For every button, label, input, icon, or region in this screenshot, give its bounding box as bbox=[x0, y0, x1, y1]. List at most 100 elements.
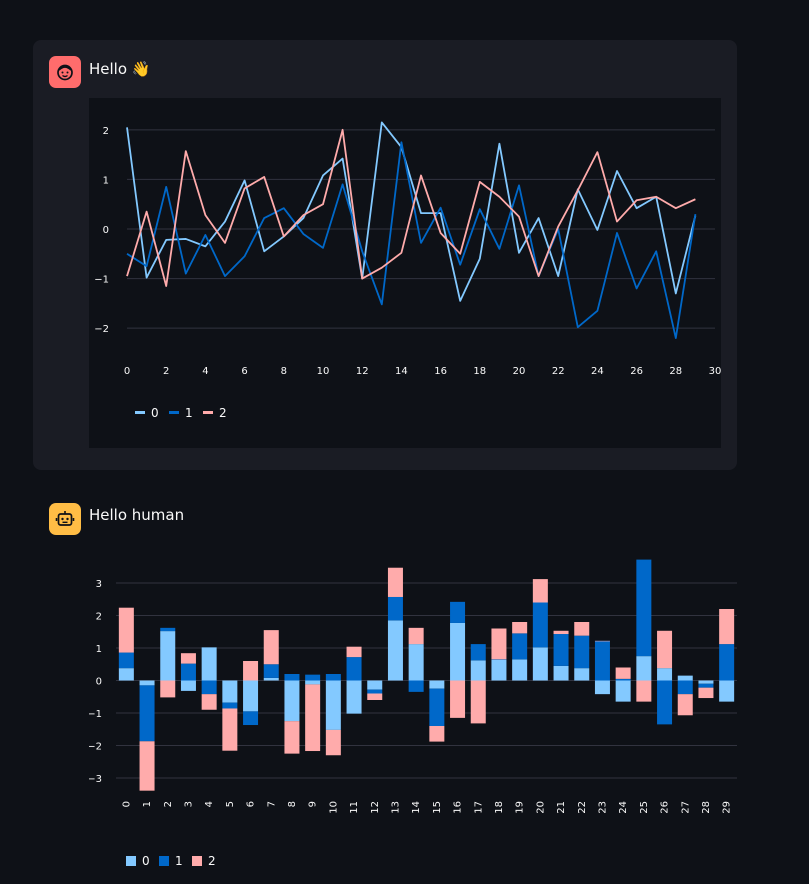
bar-segment-series-1 bbox=[636, 559, 652, 657]
legend-swatch bbox=[159, 856, 169, 866]
x-tick-label: 14 bbox=[395, 366, 408, 377]
bar-segment-series-0 bbox=[263, 677, 279, 681]
bar-segment-series-1 bbox=[387, 596, 403, 621]
bar-segment-series-0 bbox=[719, 680, 735, 702]
bar-segment-series-2 bbox=[429, 726, 445, 742]
user-message-text: Hello 👋 bbox=[89, 60, 151, 78]
bar-segment-series-1 bbox=[512, 633, 528, 660]
bar-segment-series-2 bbox=[180, 653, 196, 664]
y-tick-label: −2 bbox=[89, 742, 102, 753]
bar-segment-series-2 bbox=[594, 640, 610, 642]
series-2-line bbox=[126, 128, 696, 287]
bar-segment-series-1 bbox=[615, 678, 631, 681]
y-tick-label: 2 bbox=[103, 126, 109, 137]
bar-segment-series-1 bbox=[160, 627, 176, 632]
bar-segment-series-0 bbox=[243, 680, 259, 712]
x-tick-label: 27 bbox=[680, 801, 691, 814]
bar-segment-series-2 bbox=[719, 609, 735, 645]
bar-segment-series-2 bbox=[139, 741, 155, 791]
x-tick-label: 4 bbox=[202, 366, 208, 377]
x-tick-label: 2 bbox=[163, 801, 174, 807]
x-tick-label: 13 bbox=[390, 801, 401, 814]
bar-segment-series-1 bbox=[201, 680, 217, 695]
bar-segment-series-0 bbox=[284, 680, 300, 722]
bar-segment-series-0 bbox=[325, 680, 341, 730]
bar-segment-series-2 bbox=[367, 693, 383, 700]
bar-segment-series-2 bbox=[450, 680, 466, 718]
y-tick-label: 0 bbox=[103, 225, 109, 236]
x-tick-label: 7 bbox=[266, 801, 277, 807]
bar-segment-series-0 bbox=[677, 675, 693, 681]
bar-chart[interactable]: −3 −2 −1 0 1 2 3 0 1 2 3 4 5 6 7 8 9 10 11 12 13 14 15 16 17 18 19… bbox=[87, 545, 749, 880]
x-tick-label: 1 bbox=[142, 801, 153, 807]
bar-segment-series-2 bbox=[243, 661, 259, 681]
x-tick-label: 21 bbox=[556, 801, 567, 814]
bar-segment-series-0 bbox=[346, 680, 362, 714]
assistant-avatar bbox=[49, 503, 81, 535]
bar-segment-series-0 bbox=[491, 659, 507, 681]
bar-segment-series-1 bbox=[574, 635, 590, 669]
legend-label: 0 bbox=[142, 854, 150, 868]
y-tick-label: 2 bbox=[96, 612, 102, 623]
x-tick-label: 16 bbox=[434, 366, 447, 377]
bar-segment-series-2 bbox=[222, 708, 238, 751]
bar-segment-series-0 bbox=[615, 680, 631, 702]
bar-segment-series-1 bbox=[180, 663, 196, 681]
legend-label: 2 bbox=[219, 406, 227, 420]
x-tick-label: 18 bbox=[494, 801, 505, 814]
y-tick-label: −3 bbox=[89, 774, 102, 785]
bar-segment-series-2 bbox=[118, 607, 134, 653]
legend-label: 1 bbox=[175, 854, 183, 868]
x-tick-label: 22 bbox=[552, 366, 565, 377]
bar-segment-series-0 bbox=[139, 680, 155, 686]
bar-segment-series-2 bbox=[491, 628, 507, 660]
x-tick-label: 10 bbox=[317, 366, 330, 377]
x-tick-label: 16 bbox=[453, 801, 464, 814]
y-tick-label: −2 bbox=[94, 324, 109, 335]
bar-segment-series-1 bbox=[470, 644, 486, 661]
x-tick-label: 23 bbox=[597, 801, 608, 814]
x-tick-label: 25 bbox=[639, 801, 650, 814]
bar-segment-series-1 bbox=[677, 680, 693, 695]
bar-segment-series-0 bbox=[553, 665, 569, 681]
y-tick-label: −1 bbox=[89, 709, 102, 720]
x-tick-label: 8 bbox=[281, 366, 287, 377]
x-tick-label: 18 bbox=[473, 366, 486, 377]
x-tick-label: 26 bbox=[630, 366, 643, 377]
x-tick-label: 8 bbox=[287, 801, 298, 807]
bar-segment-series-2 bbox=[512, 622, 528, 634]
bar-segment-series-2 bbox=[657, 630, 673, 669]
bar-segment-series-0 bbox=[574, 668, 590, 681]
x-tick-label: 20 bbox=[513, 366, 526, 377]
bar-segment-series-0 bbox=[636, 656, 652, 681]
series-1-line bbox=[126, 141, 697, 339]
x-tick-label: 22 bbox=[577, 801, 588, 814]
bar-segment-series-0 bbox=[222, 680, 238, 703]
bar-segment-series-2 bbox=[160, 680, 176, 698]
bar-segment-series-0 bbox=[118, 668, 134, 681]
bar-segment-series-0 bbox=[387, 620, 403, 681]
bar-segment-series-1 bbox=[118, 652, 134, 669]
bar-segment-series-0 bbox=[429, 680, 445, 689]
bar-segment-series-2 bbox=[387, 567, 403, 597]
bar-segment-series-0 bbox=[512, 659, 528, 681]
bar-segment-series-0 bbox=[201, 647, 217, 681]
legend-swatch bbox=[169, 411, 179, 414]
bar-segment-series-2 bbox=[263, 630, 279, 665]
bar-segment-series-1 bbox=[408, 680, 424, 692]
legend-swatch bbox=[126, 856, 136, 866]
x-tick-label: 3 bbox=[183, 801, 194, 807]
bar-segment-series-1 bbox=[594, 640, 610, 681]
bar-segment-series-0 bbox=[594, 680, 610, 695]
x-tick-label: 11 bbox=[349, 801, 360, 814]
bar-segment-series-2 bbox=[325, 729, 341, 756]
bar-segment-series-2 bbox=[284, 721, 300, 754]
x-tick-label: 30 bbox=[709, 366, 721, 377]
line-chart[interactable]: −2 −1 0 1 2 0 2 4 6 8 10 12 14 16 18 20 22 24 26 28 30 0 1 2 bbox=[89, 98, 721, 448]
bar-segment-series-0 bbox=[698, 680, 714, 684]
bar-segment-series-0 bbox=[450, 622, 466, 681]
x-tick-label: 5 bbox=[225, 801, 236, 807]
x-tick-label: 10 bbox=[328, 801, 339, 814]
bar-segment-series-1 bbox=[222, 702, 238, 709]
bar-segment-series-1 bbox=[346, 657, 362, 681]
